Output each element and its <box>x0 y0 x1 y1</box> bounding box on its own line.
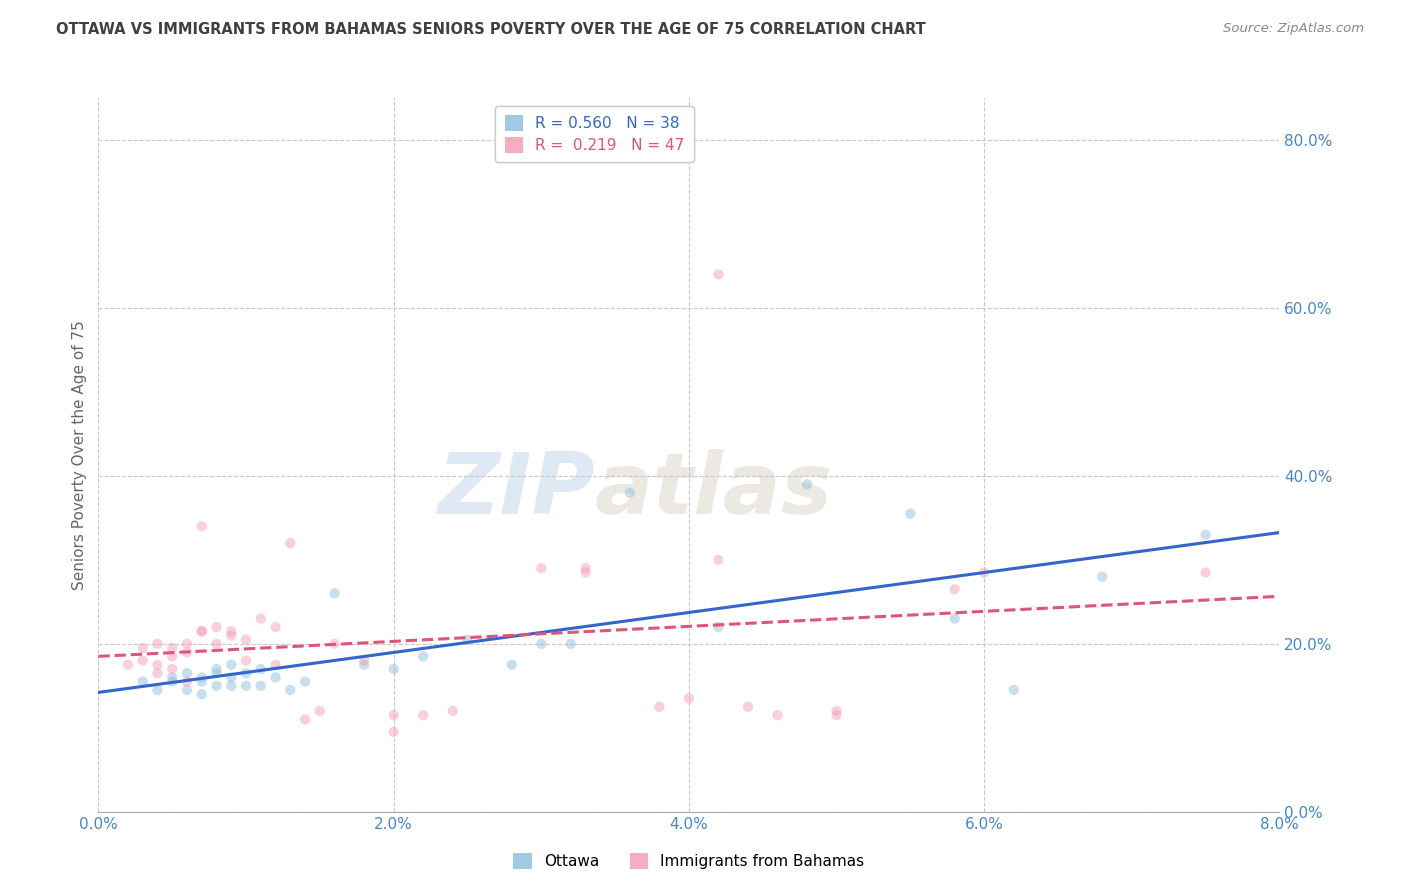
Legend: R = 0.560   N = 38, R =  0.219   N = 47: R = 0.560 N = 38, R = 0.219 N = 47 <box>495 106 693 162</box>
Point <box>205 620 228 634</box>
Point <box>176 637 198 651</box>
Point <box>501 657 523 672</box>
Point <box>456 632 478 647</box>
Point <box>943 612 966 626</box>
Point <box>146 683 169 698</box>
Point <box>382 708 405 723</box>
Point <box>219 657 242 672</box>
Point <box>737 699 759 714</box>
Point <box>441 704 464 718</box>
Point <box>250 662 273 676</box>
Point <box>205 679 228 693</box>
Point <box>250 612 273 626</box>
Point <box>235 632 257 647</box>
Point <box>191 674 214 689</box>
Point <box>278 536 301 550</box>
Point <box>412 708 434 723</box>
Y-axis label: Seniors Poverty Over the Age of 75: Seniors Poverty Over the Age of 75 <box>72 320 87 590</box>
Point <box>162 674 183 689</box>
Point <box>219 628 242 642</box>
Point <box>707 553 730 567</box>
Point <box>191 624 214 639</box>
Point <box>648 699 671 714</box>
Point <box>176 666 198 681</box>
Point <box>278 683 301 698</box>
Point <box>1194 527 1216 541</box>
Point <box>530 561 553 575</box>
Point <box>973 566 995 580</box>
Point <box>560 637 582 651</box>
Point <box>530 637 553 651</box>
Point <box>219 679 242 693</box>
Point <box>619 485 641 500</box>
Point <box>678 691 700 706</box>
Point <box>235 666 257 681</box>
Point <box>294 674 316 689</box>
Point <box>825 704 848 718</box>
Point <box>235 654 257 668</box>
Point <box>323 637 346 651</box>
Point <box>219 624 242 639</box>
Point <box>132 674 155 689</box>
Point <box>162 640 183 655</box>
Point <box>176 674 198 689</box>
Legend: Ottawa, Immigrants from Bahamas: Ottawa, Immigrants from Bahamas <box>508 847 870 875</box>
Point <box>1194 566 1216 580</box>
Point <box>117 657 139 672</box>
Point <box>574 566 596 580</box>
Point <box>191 519 214 533</box>
Point <box>707 620 730 634</box>
Point <box>235 679 257 693</box>
Text: atlas: atlas <box>595 449 832 533</box>
Point <box>219 670 242 684</box>
Point <box>205 666 228 681</box>
Point <box>162 662 183 676</box>
Point <box>264 670 287 684</box>
Point <box>146 666 169 681</box>
Point <box>308 704 332 718</box>
Point <box>205 662 228 676</box>
Text: OTTAWA VS IMMIGRANTS FROM BAHAMAS SENIORS POVERTY OVER THE AGE OF 75 CORRELATION: OTTAWA VS IMMIGRANTS FROM BAHAMAS SENIOR… <box>56 22 927 37</box>
Point <box>191 687 214 701</box>
Point <box>574 561 596 575</box>
Point <box>796 477 818 491</box>
Point <box>825 708 848 723</box>
Point <box>294 712 316 726</box>
Point <box>898 507 921 521</box>
Point <box>412 649 434 664</box>
Point <box>707 268 730 282</box>
Point <box>766 708 789 723</box>
Point <box>146 657 169 672</box>
Point <box>353 654 375 668</box>
Point <box>132 654 155 668</box>
Point <box>191 670 214 684</box>
Point <box>132 640 155 655</box>
Point <box>353 657 375 672</box>
Point <box>382 725 405 739</box>
Point <box>176 683 198 698</box>
Point <box>264 657 287 672</box>
Point <box>191 624 214 639</box>
Text: ZIP: ZIP <box>437 449 595 533</box>
Point <box>176 645 198 659</box>
Point <box>264 620 287 634</box>
Point <box>382 662 405 676</box>
Point <box>1091 569 1114 583</box>
Point <box>162 670 183 684</box>
Point <box>943 582 966 597</box>
Point <box>1002 683 1025 698</box>
Point <box>205 637 228 651</box>
Point <box>250 679 273 693</box>
Point <box>162 649 183 664</box>
Point <box>323 586 346 600</box>
Text: Source: ZipAtlas.com: Source: ZipAtlas.com <box>1223 22 1364 36</box>
Point <box>146 637 169 651</box>
